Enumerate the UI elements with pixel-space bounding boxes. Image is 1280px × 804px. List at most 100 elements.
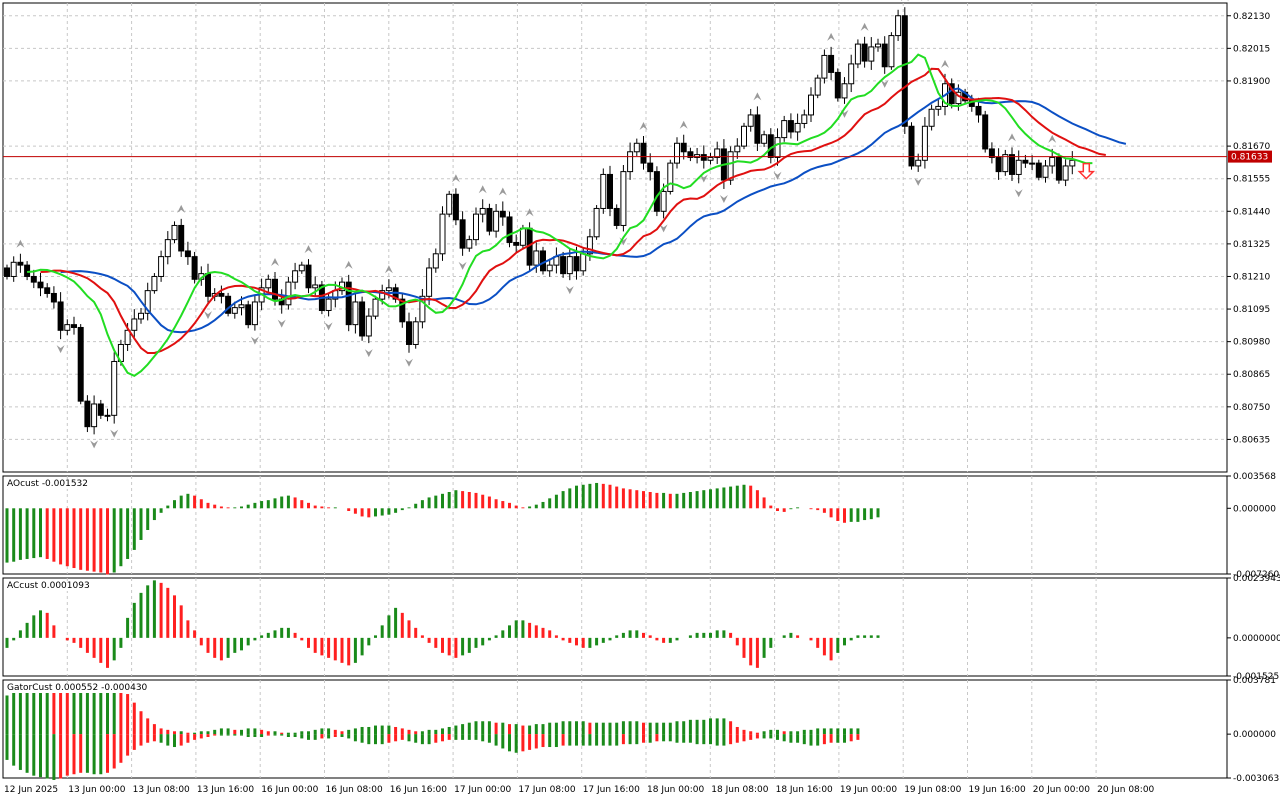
- candle-body: [707, 156, 714, 161]
- candle-body: [312, 284, 319, 289]
- fractal-down-marker: [405, 358, 413, 367]
- candle-body: [44, 287, 51, 294]
- candle-body: [84, 400, 91, 428]
- candle-body: [138, 312, 144, 320]
- candle-body: [37, 281, 44, 289]
- candle-body: [1035, 162, 1042, 178]
- candle-body: [687, 151, 694, 158]
- candle-body: [982, 114, 989, 150]
- time-axis-label: 13 Jun 08:00: [133, 785, 190, 795]
- candle-body: [493, 210, 500, 232]
- candle-body: [895, 15, 902, 37]
- candle-body: [30, 275, 37, 283]
- candle-body: [251, 301, 258, 326]
- indicator-axis-label: -0.003063: [1233, 774, 1279, 784]
- candle-body: [640, 142, 647, 164]
- candle-body: [821, 54, 828, 79]
- price-axis-label: 0.81555: [1233, 175, 1270, 185]
- candle-body: [452, 193, 459, 221]
- time-axis-label: 19 Jun 08:00: [904, 785, 961, 795]
- fractal-up-marker: [860, 22, 869, 31]
- panel-frame-2: [2, 577, 1228, 677]
- ac-panel-label: ACcust 0.0001093: [6, 581, 91, 591]
- candle-body: [265, 278, 272, 289]
- candle-body: [647, 162, 654, 173]
- candle-body: [546, 264, 553, 272]
- candle-body: [285, 281, 292, 306]
- fractal-down-marker: [90, 440, 99, 449]
- candle-body: [359, 301, 366, 337]
- candle-body: [801, 114, 808, 124]
- candle-body: [935, 105, 942, 110]
- candle-body: [325, 298, 332, 311]
- indicator-axis-label: 0.000000: [1233, 730, 1276, 740]
- candle-body: [298, 264, 305, 272]
- candle-body: [754, 114, 761, 144]
- candle-body: [10, 261, 17, 277]
- price-axis-label: 0.81670: [1233, 142, 1270, 152]
- candle-body: [834, 71, 841, 99]
- candle-body: [915, 159, 922, 167]
- candle-body: [734, 145, 741, 153]
- indicator-axis-label: 0.000000: [1233, 504, 1276, 514]
- candle-body: [1022, 159, 1029, 164]
- indicator-axis-label: 0.003781: [1233, 676, 1276, 686]
- candle-body: [787, 120, 794, 133]
- candle-body: [513, 241, 520, 246]
- time-axis-label: 16 Jun 00:00: [261, 785, 318, 795]
- candle-body: [593, 207, 600, 238]
- time-axis-label: 12 Jun 2025: [4, 785, 58, 795]
- candle-body: [104, 414, 111, 417]
- fractal-down-marker: [914, 177, 923, 186]
- fractal-up-marker: [384, 265, 393, 274]
- candle-body: [171, 224, 178, 241]
- fractal-down-marker: [204, 311, 212, 320]
- candle-body: [432, 253, 439, 269]
- fractal-down-marker: [250, 336, 259, 345]
- candle-body: [921, 125, 928, 161]
- candle-body: [948, 83, 955, 105]
- fractal-up-marker: [1008, 133, 1016, 142]
- time-axis-label: 18 Jun 00:00: [647, 785, 704, 795]
- fractal-down-marker: [659, 224, 668, 233]
- candle-body: [231, 307, 238, 314]
- candle-body: [412, 321, 419, 345]
- candle-body: [975, 105, 982, 116]
- candle-body: [841, 83, 848, 99]
- fractal-down-marker: [324, 322, 333, 331]
- indicator-axis-label: 0.0000000: [1233, 634, 1280, 644]
- candle-body: [473, 213, 479, 241]
- candle-body: [184, 250, 191, 258]
- indicator-axis-label: -0.0015251: [1233, 672, 1280, 682]
- price-axis-label: 0.81325: [1233, 240, 1270, 250]
- panel-frame-1: [2, 475, 1228, 575]
- candle-body: [459, 219, 466, 249]
- candle-body: [694, 154, 701, 158]
- candle-body: [540, 250, 546, 272]
- fractal-up-marker: [478, 185, 487, 194]
- candle-body: [466, 239, 473, 249]
- price-axis-label: 0.82130: [1233, 12, 1270, 22]
- indicator-axis-label: -0.007260: [1233, 570, 1279, 580]
- fractal-down-marker: [773, 171, 782, 180]
- fractal-down-marker: [565, 286, 574, 295]
- candle-body: [848, 63, 855, 85]
- indicator-axis-label: 0.0023943: [1233, 574, 1280, 584]
- candle-body: [272, 278, 278, 300]
- price-axis-label: 0.81900: [1233, 77, 1270, 87]
- candle-body: [868, 46, 875, 62]
- indicator-axis-label: 0.003568: [1233, 472, 1276, 482]
- fractal-down-marker: [1014, 189, 1023, 198]
- fractal-up-marker: [16, 239, 25, 248]
- time-axis-label: 20 Jun 00:00: [1033, 785, 1090, 795]
- candle-body: [667, 162, 674, 192]
- fractal-down-marker: [458, 261, 467, 270]
- candle-body: [968, 100, 975, 107]
- candle-body: [761, 134, 768, 144]
- candle-body: [566, 256, 573, 275]
- time-axis-label: 19 Jun 00:00: [840, 785, 897, 795]
- fractal-down-marker: [719, 194, 728, 203]
- sell-signal-arrow: [1077, 162, 1096, 180]
